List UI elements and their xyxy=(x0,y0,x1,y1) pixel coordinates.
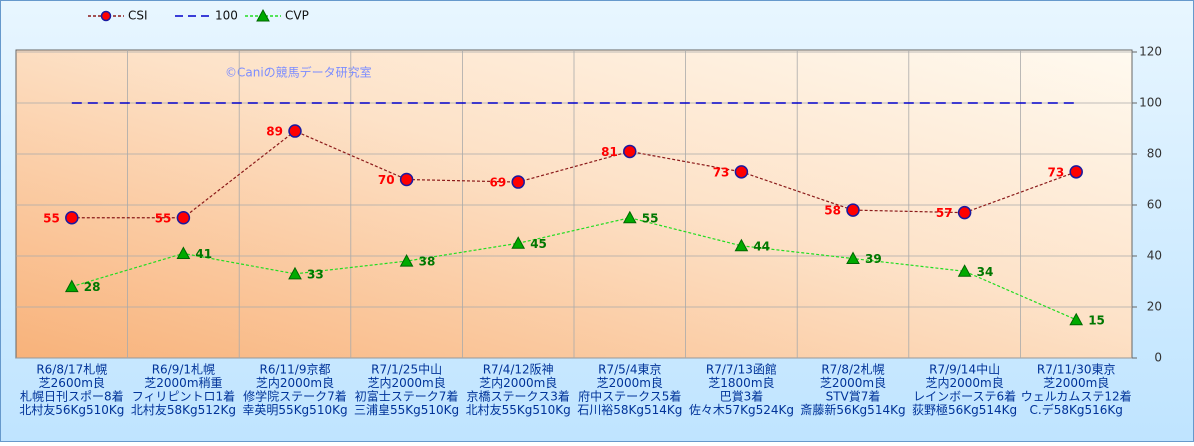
point xyxy=(957,264,972,277)
x-tick-label: 芝内2000m良 xyxy=(367,375,445,390)
series-line xyxy=(71,217,1077,321)
data-label: 57 xyxy=(936,206,953,220)
data-label: 73 xyxy=(713,165,730,179)
x-tick-label: R7/5/4東京 xyxy=(598,363,661,377)
point xyxy=(176,246,191,259)
data-label: 38 xyxy=(419,255,436,269)
data-label: 34 xyxy=(977,265,994,279)
x-tick-label: ウェルカムステ12着 xyxy=(1021,389,1132,404)
point xyxy=(623,144,637,159)
x-tick-label: レインボーステ6着 xyxy=(913,389,1016,404)
x-tick-label: C.デ58Kg516Kg xyxy=(1030,402,1123,417)
point xyxy=(1069,312,1084,326)
x-tick-label: R7/4/12阪神 xyxy=(483,363,554,377)
x-tick-label: R7/1/25中山 xyxy=(371,362,442,377)
data-label: 58 xyxy=(824,204,841,218)
x-tick-label: 石川裕58Kg514Kg xyxy=(577,402,682,417)
point xyxy=(399,254,414,267)
point xyxy=(1069,165,1083,179)
point xyxy=(288,124,302,138)
x-tick-label: R7/11/30東京 xyxy=(1037,363,1116,377)
data-label: 39 xyxy=(865,252,882,266)
x-tick-label: R7/9/14中山 xyxy=(929,362,1000,377)
legend-label: 100 xyxy=(215,9,238,23)
x-tick-label: 巴賞3着 xyxy=(720,389,764,404)
point xyxy=(511,175,525,189)
y-tick-label: 60 xyxy=(1147,198,1162,212)
legend-label: CVP xyxy=(285,9,309,23)
x-tick-label: 三浦皇55Kg510Kg xyxy=(354,403,459,417)
data-label: 28 xyxy=(84,280,101,294)
point xyxy=(511,236,526,249)
y-tick-label: 100 xyxy=(1139,96,1162,110)
point xyxy=(65,211,79,225)
x-tick-label: 芝内2000m良 xyxy=(479,375,557,390)
y-tick-label: 80 xyxy=(1147,147,1162,161)
point xyxy=(176,211,191,225)
data-label: 73 xyxy=(1047,165,1064,179)
x-tick-label: 芝2000m良 xyxy=(820,375,886,390)
x-tick-label: 荻野極56Kg514Kg xyxy=(912,402,1017,417)
data-label: 44 xyxy=(753,239,770,253)
point xyxy=(734,165,749,179)
legend-label: CSI xyxy=(128,9,148,23)
watermark: ©Caniの競馬データ研究室 xyxy=(225,65,372,80)
y-tick-label: 40 xyxy=(1147,249,1162,263)
x-tick-label: R7/8/2札幌 xyxy=(821,362,884,377)
x-tick-label: 初富士ステーク7着 xyxy=(355,389,459,404)
point xyxy=(734,238,749,252)
x-tick-label: 修学院ステーク7着 xyxy=(243,389,347,404)
data-label: 55 xyxy=(155,211,172,225)
data-label: 89 xyxy=(266,125,283,139)
x-tick-label: R6/11/9京都 xyxy=(260,363,331,377)
x-tick-label: R6/8/17札幌 xyxy=(36,362,107,377)
y-tick-label: 120 xyxy=(1139,45,1162,59)
data-label: 15 xyxy=(1088,313,1105,327)
x-tick-label: 幸英明55Kg510Kg xyxy=(242,403,347,417)
data-label: 81 xyxy=(601,145,618,159)
x-tick-label: 芝2600m良 xyxy=(39,375,105,390)
series-line xyxy=(71,130,1077,219)
x-tick-label: 札幌日刊スポー8着 xyxy=(20,389,124,404)
point xyxy=(399,172,414,187)
x-tick-label: 芝内2000m良 xyxy=(925,375,1003,390)
x-tick-label: R7/7/13函館 xyxy=(706,362,777,377)
x-tick-label: 府中ステークス5着 xyxy=(578,389,681,404)
y-tick-label: 20 xyxy=(1147,300,1162,314)
x-tick-label: 芝内2000m良 xyxy=(256,375,334,390)
x-tick-label: 北村友58Kg512Kg xyxy=(131,403,236,417)
data-label: 33 xyxy=(307,267,324,281)
x-tick-label: フィリピントロ1着 xyxy=(132,389,235,404)
data-label: 70 xyxy=(378,173,395,187)
x-tick-label: 芝2000m良 xyxy=(597,375,663,390)
legend-marker xyxy=(256,8,270,22)
x-tick-label: 芝1800m良 xyxy=(708,375,774,390)
x-tick-label: R6/9/1札幌 xyxy=(152,362,215,377)
data-label: 55 xyxy=(43,211,60,225)
point xyxy=(288,266,302,280)
x-tick-label: 北村友55Kg510Kg xyxy=(466,403,571,417)
x-tick-label: 斎藤新56Kg514Kg xyxy=(800,402,905,417)
data-label: 45 xyxy=(530,237,547,251)
point xyxy=(64,279,79,293)
y-tick-label: 0 xyxy=(1154,351,1162,365)
point xyxy=(846,203,860,217)
x-tick-label: 京橋ステークス3着 xyxy=(467,389,570,404)
x-tick-label: 佐々木57Kg524Kg xyxy=(689,403,794,417)
data-label: 41 xyxy=(195,247,212,261)
data-label: 55 xyxy=(642,211,659,225)
x-tick-label: 芝2000m稍重 xyxy=(144,375,222,390)
x-tick-label: 芝2000m良 xyxy=(1043,375,1109,390)
data-label: 69 xyxy=(489,176,506,190)
x-tick-label: STV賞7着 xyxy=(826,389,881,404)
legend-marker xyxy=(100,10,112,22)
x-tick-label: 北村友56Kg510Kg xyxy=(19,403,124,417)
point xyxy=(622,210,637,224)
point xyxy=(957,205,972,220)
point xyxy=(846,251,860,265)
